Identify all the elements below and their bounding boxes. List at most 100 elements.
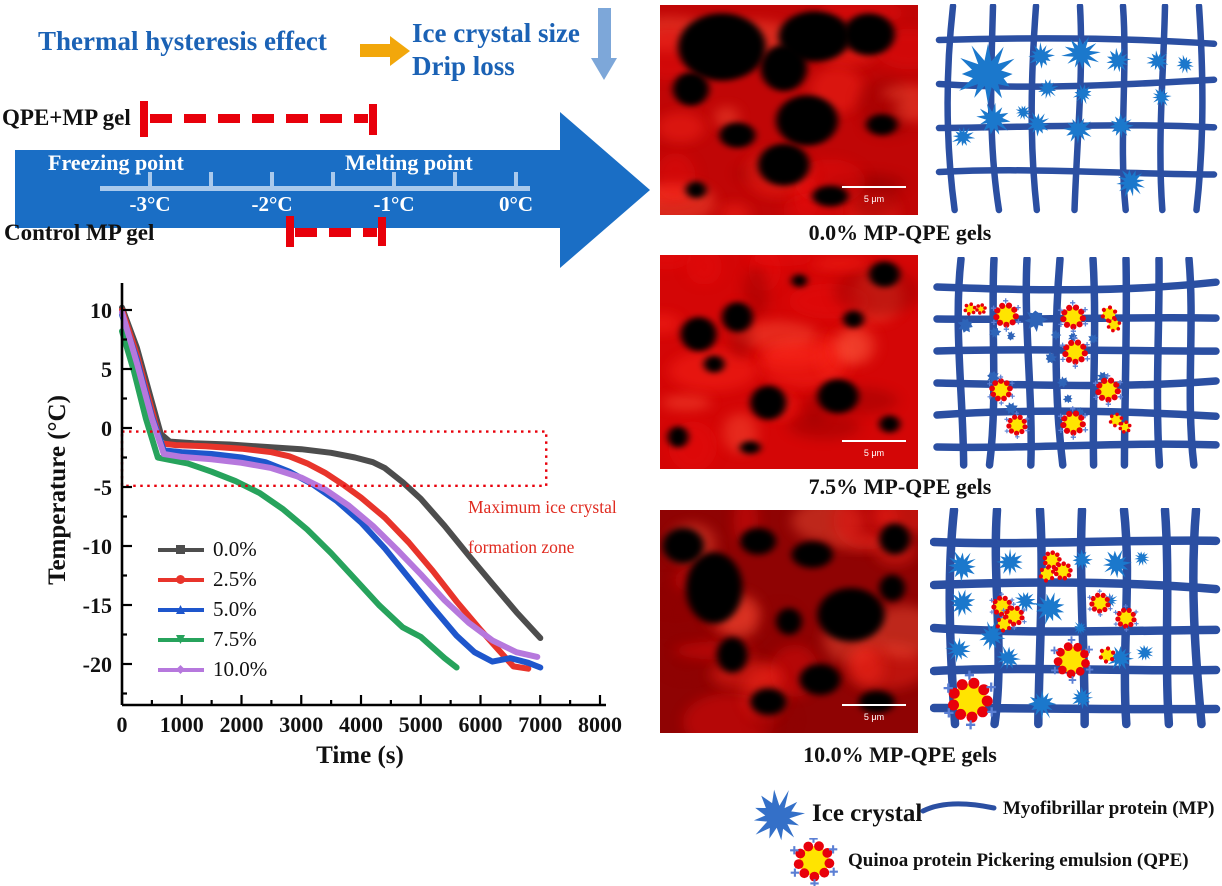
mp-network-line <box>930 536 1221 548</box>
small-ice-crystal-icon <box>1024 310 1048 332</box>
scale-tick-label: 0°C <box>498 192 534 216</box>
mp-network-line <box>935 76 1218 90</box>
caption-0.0-percent: 0.0% MP-QPE gels <box>808 220 992 245</box>
mp-line <box>920 801 997 814</box>
ice-crystal-icon <box>1038 79 1059 99</box>
control-mp-gel-label: Control MP gel <box>4 220 155 245</box>
legend-label: 2.5% <box>213 567 257 591</box>
y-tick-label: -5 <box>94 475 112 500</box>
pore-blob <box>799 663 841 696</box>
ice-crystal-icon <box>1015 105 1031 120</box>
down-arrow-head <box>591 58 617 80</box>
series-line-4 <box>119 309 541 660</box>
ice-crystal-icon <box>950 589 976 617</box>
ice-crystal-icon <box>1116 169 1145 198</box>
qpe-droplet-icon <box>963 302 977 316</box>
qpe-droplet-icon <box>1100 305 1118 323</box>
gel-texture <box>734 320 819 350</box>
gel-texture <box>882 84 918 101</box>
micrograph-7.5-percent: 5 μm <box>660 255 918 469</box>
outcome-drip-loss: Drip loss <box>412 51 515 81</box>
caption-7.5-percent: 7.5% MP-QPE gels <box>808 474 992 499</box>
qpe-droplet-icon <box>1053 561 1073 581</box>
pore-blob <box>843 310 864 328</box>
micrograph-image <box>660 255 918 469</box>
gel-texture <box>719 202 751 215</box>
ice-crystal-icon <box>1072 549 1093 571</box>
ice-crystal-icon <box>1072 83 1092 105</box>
x-tick-label: 6000 <box>459 712 503 737</box>
pore-blob <box>843 13 895 56</box>
range-cap-right <box>378 217 386 246</box>
ice-crystal-star <box>753 789 805 841</box>
scale-tick <box>392 172 396 186</box>
scalebar-line <box>842 704 906 706</box>
small-ice-crystal-icon <box>1062 394 1073 404</box>
pore-blob <box>868 261 900 288</box>
scale-tick <box>270 172 274 186</box>
ice-crystal-legend-label: Ice crystal <box>812 800 923 827</box>
mp-network-line <box>933 278 1220 294</box>
qpe-droplet-icon <box>1113 604 1139 632</box>
qpe-droplet-icon <box>1038 565 1056 583</box>
series-line-0 <box>119 304 544 641</box>
scale-tick <box>514 172 518 186</box>
qpe-droplet-icon <box>1092 373 1124 407</box>
ice-crystal-icon <box>959 43 1015 105</box>
small-ice-crystal-icon <box>1006 331 1016 341</box>
gel-texture <box>660 312 681 334</box>
mp-network-line <box>1052 257 1067 469</box>
network-schematic-10.0-percent <box>930 508 1221 730</box>
gel-texture <box>660 112 705 143</box>
yellow-arrow-shaft <box>360 44 390 57</box>
ice-crystal-icon <box>948 551 976 582</box>
ice-crystal-icon <box>1106 47 1131 73</box>
melting-point-label: Melting point <box>345 150 473 175</box>
pore-blob <box>776 608 802 635</box>
small-ice-crystal-icon <box>957 318 973 333</box>
pore-blob <box>879 523 911 555</box>
freezing-point-label: Freezing point <box>48 150 184 175</box>
legend-item-2: 5.0% <box>158 597 267 622</box>
gel-texture <box>761 344 826 367</box>
pore-blob <box>758 143 810 186</box>
scalebar: 5 μm <box>842 704 906 725</box>
ice-crystal-icon <box>1152 87 1172 107</box>
mp-line-icon <box>920 801 997 814</box>
pore-blob <box>662 527 704 564</box>
gel-texture <box>818 331 841 377</box>
qpe-droplet-icon <box>995 615 1013 633</box>
scalebar-label: 5 μm <box>863 194 885 204</box>
qpe-droplet-icon <box>1087 589 1113 617</box>
mp-network-line <box>1189 508 1206 729</box>
x-tick-label: 5000 <box>399 712 443 737</box>
chart-legend: 0.0% 2.5% 5.0% 7.5% 10.0% <box>158 537 267 682</box>
mp-network-line <box>935 167 1218 178</box>
qpe-droplet-icon <box>1118 420 1132 434</box>
series-line-1 <box>119 307 532 672</box>
scale-tick-label: -3°C <box>129 192 171 216</box>
ice-crystal-icon <box>952 126 976 147</box>
qpe-droplet-icon <box>790 838 838 886</box>
pore-blob <box>716 637 748 673</box>
mp-network-line <box>1119 4 1129 214</box>
range-dashes <box>150 114 368 123</box>
gel-texture <box>811 256 869 271</box>
pore-blob <box>866 114 898 136</box>
mp-network-line <box>944 4 958 214</box>
pore-blob <box>667 426 689 448</box>
legend-label: 0.0% <box>213 537 257 561</box>
down-arrow-shaft <box>598 8 611 58</box>
qpe-droplet-icon <box>975 303 987 315</box>
ice-crystal-icon <box>945 637 971 663</box>
cooling-chart: 10 5 0 -5 -10 -15 -20 0 1000 2000 3000 4000 5000 6000… <box>83 283 622 737</box>
gel-texture <box>743 265 769 319</box>
max-ice-crystal-zone <box>120 430 548 488</box>
caption-10.0-percent: 10.0% MP-QPE gels <box>803 742 997 767</box>
pore-blob <box>739 441 761 455</box>
scalebar: 5 μm <box>842 186 906 207</box>
pore-blob <box>858 690 895 713</box>
x-axis-title: Time (s) <box>316 742 404 769</box>
mp-network-line <box>954 257 968 469</box>
